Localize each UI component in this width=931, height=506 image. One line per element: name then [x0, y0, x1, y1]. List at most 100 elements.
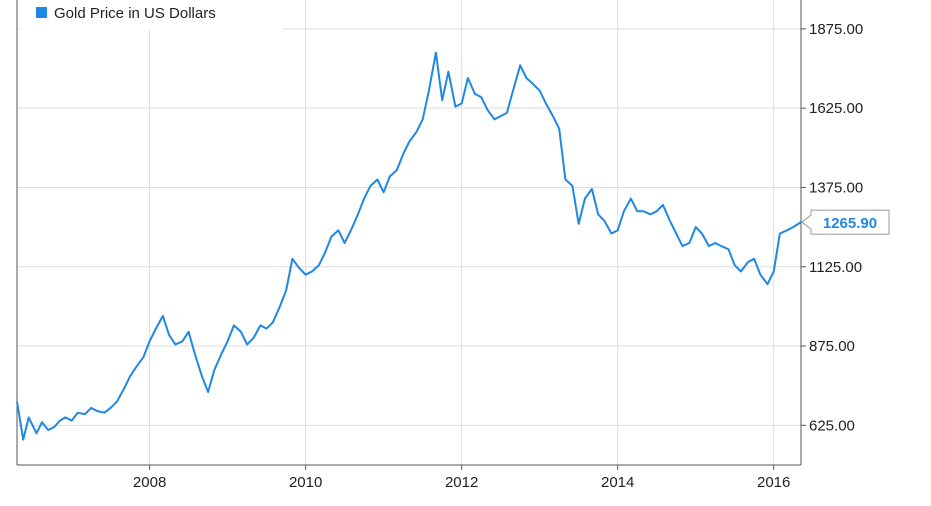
- legend-label: Gold Price in US Dollars: [54, 5, 216, 22]
- data-point: [16, 401, 18, 403]
- data-point: [59, 420, 61, 422]
- data-point: [552, 115, 554, 117]
- data-point: [604, 220, 606, 222]
- data-point: [734, 264, 736, 266]
- data-point: [227, 340, 229, 342]
- y-tick-label: 1125.00: [809, 259, 862, 276]
- data-point: [47, 429, 49, 431]
- data-point: [422, 118, 424, 120]
- y-tick-label: 875.00: [809, 338, 855, 355]
- data-point: [90, 407, 92, 409]
- data-point: [689, 242, 691, 244]
- data-point: [740, 271, 742, 273]
- data-point: [311, 271, 313, 273]
- y-tick-label: 1875.00: [809, 21, 863, 38]
- data-point: [155, 328, 157, 330]
- data-point: [669, 220, 671, 222]
- data-point: [338, 229, 340, 231]
- data-point: [207, 391, 209, 393]
- data-point: [104, 412, 106, 414]
- data-point: [714, 242, 716, 244]
- data-point: [650, 214, 652, 216]
- data-point: [318, 264, 320, 266]
- gold-price-line: [16, 51, 802, 441]
- data-point: [344, 242, 346, 244]
- data-point: [272, 321, 274, 323]
- data-point: [240, 331, 242, 333]
- data-point: [77, 412, 79, 414]
- data-point: [767, 283, 769, 285]
- data-point: [136, 366, 138, 368]
- data-point: [331, 236, 333, 238]
- data-point: [370, 185, 372, 187]
- x-tick-label: 2012: [445, 474, 478, 491]
- data-point: [428, 90, 430, 92]
- data-point: [487, 109, 489, 111]
- data-point: [214, 369, 216, 371]
- data-point: [36, 432, 38, 434]
- data-point: [84, 413, 86, 415]
- data-point: [292, 258, 294, 260]
- data-point: [708, 245, 710, 247]
- data-point: [149, 340, 151, 342]
- data-point: [435, 52, 437, 54]
- data-point: [350, 229, 352, 231]
- data-point: [675, 233, 677, 235]
- data-point: [22, 439, 24, 441]
- data-point: [389, 176, 391, 178]
- data-point: [682, 245, 684, 247]
- data-point: [643, 210, 645, 212]
- data-point: [519, 65, 521, 67]
- data-point: [545, 103, 547, 105]
- x-axis-ticks: 2008 2010 2012 2014 2016: [133, 465, 790, 491]
- data-point: [792, 226, 794, 228]
- data-point: [760, 274, 762, 276]
- y-tick-label: 1375.00: [809, 179, 863, 196]
- data-point: [747, 261, 749, 263]
- series-lines: [16, 51, 802, 441]
- data-point: [143, 356, 145, 358]
- data-point: [233, 325, 235, 327]
- data-point: [402, 153, 404, 155]
- data-point: [201, 375, 203, 377]
- data-point: [494, 118, 496, 120]
- axes: [16, 0, 802, 466]
- data-point: [383, 191, 385, 193]
- data-point: [500, 115, 502, 117]
- data-point: [182, 340, 184, 342]
- data-point: [221, 353, 223, 355]
- data-point: [779, 233, 781, 235]
- data-point: [533, 84, 535, 86]
- data-point: [526, 77, 528, 79]
- data-point: [65, 417, 67, 419]
- y-tick-label: 1625.00: [809, 100, 863, 117]
- data-point: [162, 315, 164, 317]
- data-point: [175, 344, 177, 346]
- x-tick-label: 2014: [601, 474, 634, 491]
- data-point: [363, 198, 365, 200]
- data-point: [279, 306, 281, 308]
- data-point: [129, 375, 131, 377]
- data-point: [753, 258, 755, 260]
- data-point: [110, 407, 112, 409]
- y-axis-ticks: 625.00 875.00 1125.00 1375.00 1625.00 1875.00: [801, 21, 863, 434]
- data-point: [513, 87, 515, 89]
- data-point: [721, 245, 723, 247]
- legend-swatch: [36, 7, 47, 18]
- data-point: [565, 179, 567, 181]
- data-point: [474, 93, 476, 95]
- data-point: [260, 325, 262, 327]
- x-tick-label: 2016: [757, 474, 790, 491]
- data-point: [357, 214, 359, 216]
- data-point: [97, 410, 99, 412]
- data-point: [441, 99, 443, 101]
- legend-background: [20, 0, 282, 30]
- data-point: [597, 214, 599, 216]
- data-point: [701, 233, 703, 235]
- data-point: [656, 210, 658, 212]
- data-point: [695, 226, 697, 228]
- data-point: [591, 188, 593, 190]
- data-point: [246, 344, 248, 346]
- data-point: [467, 77, 469, 79]
